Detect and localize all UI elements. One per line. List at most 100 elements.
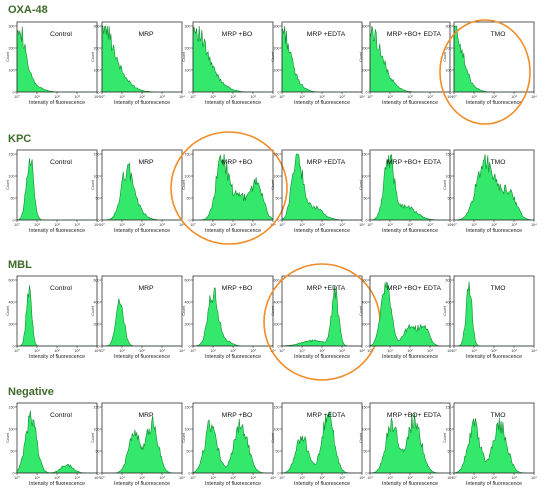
y-tick-label: 150 — [185, 153, 191, 157]
condition-label: MRP +EDTA — [307, 412, 346, 419]
y-tick-label: 200 — [94, 47, 100, 51]
condition-label: MRP +EDTA — [307, 31, 346, 38]
y-tick-label: 100 — [94, 175, 100, 179]
x-tick-label: 10² — [407, 349, 413, 353]
condition-label: MRP +EDTA — [307, 285, 346, 292]
x-axis-label: Intensity of fluorescence — [466, 100, 522, 106]
histogram-2-5: 0 200 400 600 Count 10⁰ 10¹ 10² 10³ 10⁴ Intensity … — [443, 275, 537, 360]
x-tick-label: 10³ — [74, 476, 80, 480]
x-tick-label: 10¹ — [387, 349, 393, 353]
histogram-1-1: 0 50 100 150 Count 10⁰ 10¹ 10² 10³ 10⁴ Intensity o… — [91, 149, 185, 234]
x-tick-label: 10⁴ — [359, 95, 365, 99]
x-tick-label: 10¹ — [387, 476, 393, 480]
x-tick-label: 10⁰ — [99, 476, 105, 480]
x-tick-label: 10¹ — [119, 476, 125, 480]
condition-label: MRP +BO — [222, 159, 253, 166]
x-tick-label: 10² — [54, 95, 60, 99]
y-tick-label: 50 — [187, 450, 191, 454]
histogram-1-4: 0 50 100 150 Count 10⁰ 10¹ 10² 10³ 10⁴ Intensity o… — [359, 149, 453, 234]
x-axis-label: Intensity of fluorescence — [29, 100, 85, 106]
y-tick-label: 200 — [446, 47, 452, 51]
x-tick-label: 10³ — [159, 349, 165, 353]
y-tick-label: 150 — [9, 153, 15, 157]
histogram-2-4: 0 200 400 600 Count 10⁰ 10¹ 10² 10³ 10⁴ Intensity … — [359, 275, 453, 360]
y-axis-label: Count — [6, 306, 10, 316]
x-tick-label: 10⁰ — [190, 476, 196, 480]
y-tick-label: 300 — [185, 25, 191, 29]
y-tick-label: 100 — [362, 175, 368, 179]
y-tick-label: 0 — [278, 219, 280, 223]
x-tick-label: 10³ — [427, 476, 433, 480]
y-tick-label: 400 — [9, 301, 15, 305]
x-tick-label: 10¹ — [210, 95, 216, 99]
x-tick-label: 10³ — [427, 223, 433, 227]
y-tick-label: 150 — [446, 406, 452, 410]
y-tick-label: 100 — [185, 175, 191, 179]
y-tick-label: 200 — [274, 323, 280, 327]
y-tick-label: 600 — [9, 279, 15, 283]
condition-label: TMO — [490, 412, 505, 419]
y-axis-label: Count — [91, 180, 95, 190]
y-tick-label: 0 — [450, 219, 452, 223]
y-tick-label: 400 — [185, 301, 191, 305]
y-tick-label: 50 — [11, 197, 15, 201]
histogram-area — [193, 153, 274, 221]
x-tick-label: 10⁰ — [279, 476, 285, 480]
histogram-0-0: 0 100 200 300 Count 10⁰ 10¹ 10² 10³ 10⁴ Intensity … — [6, 21, 100, 106]
y-tick-label: 150 — [94, 406, 100, 410]
y-tick-label: 150 — [362, 406, 368, 410]
y-tick-label: 0 — [278, 472, 280, 476]
histogram-2-2: 0 200 400 600 Count 10⁰ 10¹ 10² 10³ 10⁴ Intensity … — [182, 275, 276, 360]
y-tick-label: 50 — [96, 450, 100, 454]
histogram-0-5: 0 100 200 300 Count 10⁰ 10¹ 10² 10³ 10⁴ Intensity … — [443, 21, 537, 106]
x-axis-label: Intensity of fluorescence — [466, 481, 522, 487]
y-tick-label: 150 — [9, 406, 15, 410]
histogram-area — [16, 158, 97, 221]
x-tick-label: 10² — [54, 223, 60, 227]
y-tick-label: 300 — [274, 25, 280, 29]
x-tick-label: 10⁰ — [367, 95, 373, 99]
y-tick-label: 50 — [448, 450, 452, 454]
x-tick-label: 10⁰ — [14, 349, 20, 353]
y-axis-label: Count — [443, 306, 447, 316]
y-tick-label: 200 — [9, 323, 15, 327]
condition-label: Control — [50, 412, 72, 419]
y-tick-label: 200 — [362, 47, 368, 51]
histogram-area — [453, 154, 535, 221]
x-tick-label: 10² — [407, 95, 413, 99]
y-axis-label: Count — [359, 52, 363, 62]
x-tick-label: 10³ — [339, 349, 345, 353]
y-axis-label: Count — [91, 52, 95, 62]
histogram-area — [17, 285, 97, 347]
histogram-1-5: 0 50 100 150 Count 10⁰ 10¹ 10² 10³ 10⁴ Intensity o… — [443, 149, 537, 234]
x-tick-label: 10⁰ — [190, 223, 196, 227]
histogram-3-2: 0 50 100 150 Count 10⁰ 10¹ 10² 10³ 10⁴ Intensity o… — [182, 402, 276, 487]
x-axis-label: Intensity of fluorescence — [382, 481, 438, 487]
condition-label: MRP +BO+ EDTA — [387, 412, 442, 419]
x-tick-label: 10² — [491, 223, 497, 227]
x-axis-label: Intensity of fluorescence — [294, 481, 350, 487]
x-tick-label: 10³ — [159, 223, 165, 227]
y-tick-label: 0 — [450, 345, 452, 349]
x-tick-label: 10⁰ — [451, 476, 457, 480]
histogram-2-1: 0 200 400 600 Count 10⁰ 10¹ 10² 10³ 10⁴ Intensity … — [91, 275, 185, 360]
x-axis-label: Intensity of fluorescence — [205, 481, 261, 487]
x-tick-label: 10⁰ — [367, 349, 373, 353]
x-tick-label: 10⁴ — [270, 349, 276, 353]
histogram-0-2: 0 100 200 300 Count 10⁰ 10¹ 10² 10³ 10⁴ Intensity … — [182, 21, 276, 106]
condition-label: MRP — [138, 285, 154, 292]
condition-label: MRP +BO — [222, 412, 253, 419]
x-tick-label: 10⁰ — [279, 223, 285, 227]
condition-label: MRP — [138, 159, 154, 166]
y-tick-label: 0 — [189, 345, 191, 349]
x-tick-label: 10⁰ — [367, 476, 373, 480]
condition-label: MRP +BO+ EDTA — [387, 159, 442, 166]
x-tick-label: 10¹ — [210, 476, 216, 480]
x-tick-label: 10³ — [250, 476, 256, 480]
x-tick-label: 10⁴ — [94, 476, 100, 480]
y-tick-label: 100 — [274, 175, 280, 179]
y-axis-label: Count — [182, 180, 186, 190]
y-tick-label: 150 — [362, 153, 368, 157]
y-axis-label: Count — [443, 180, 447, 190]
y-axis-label: Count — [182, 433, 186, 443]
